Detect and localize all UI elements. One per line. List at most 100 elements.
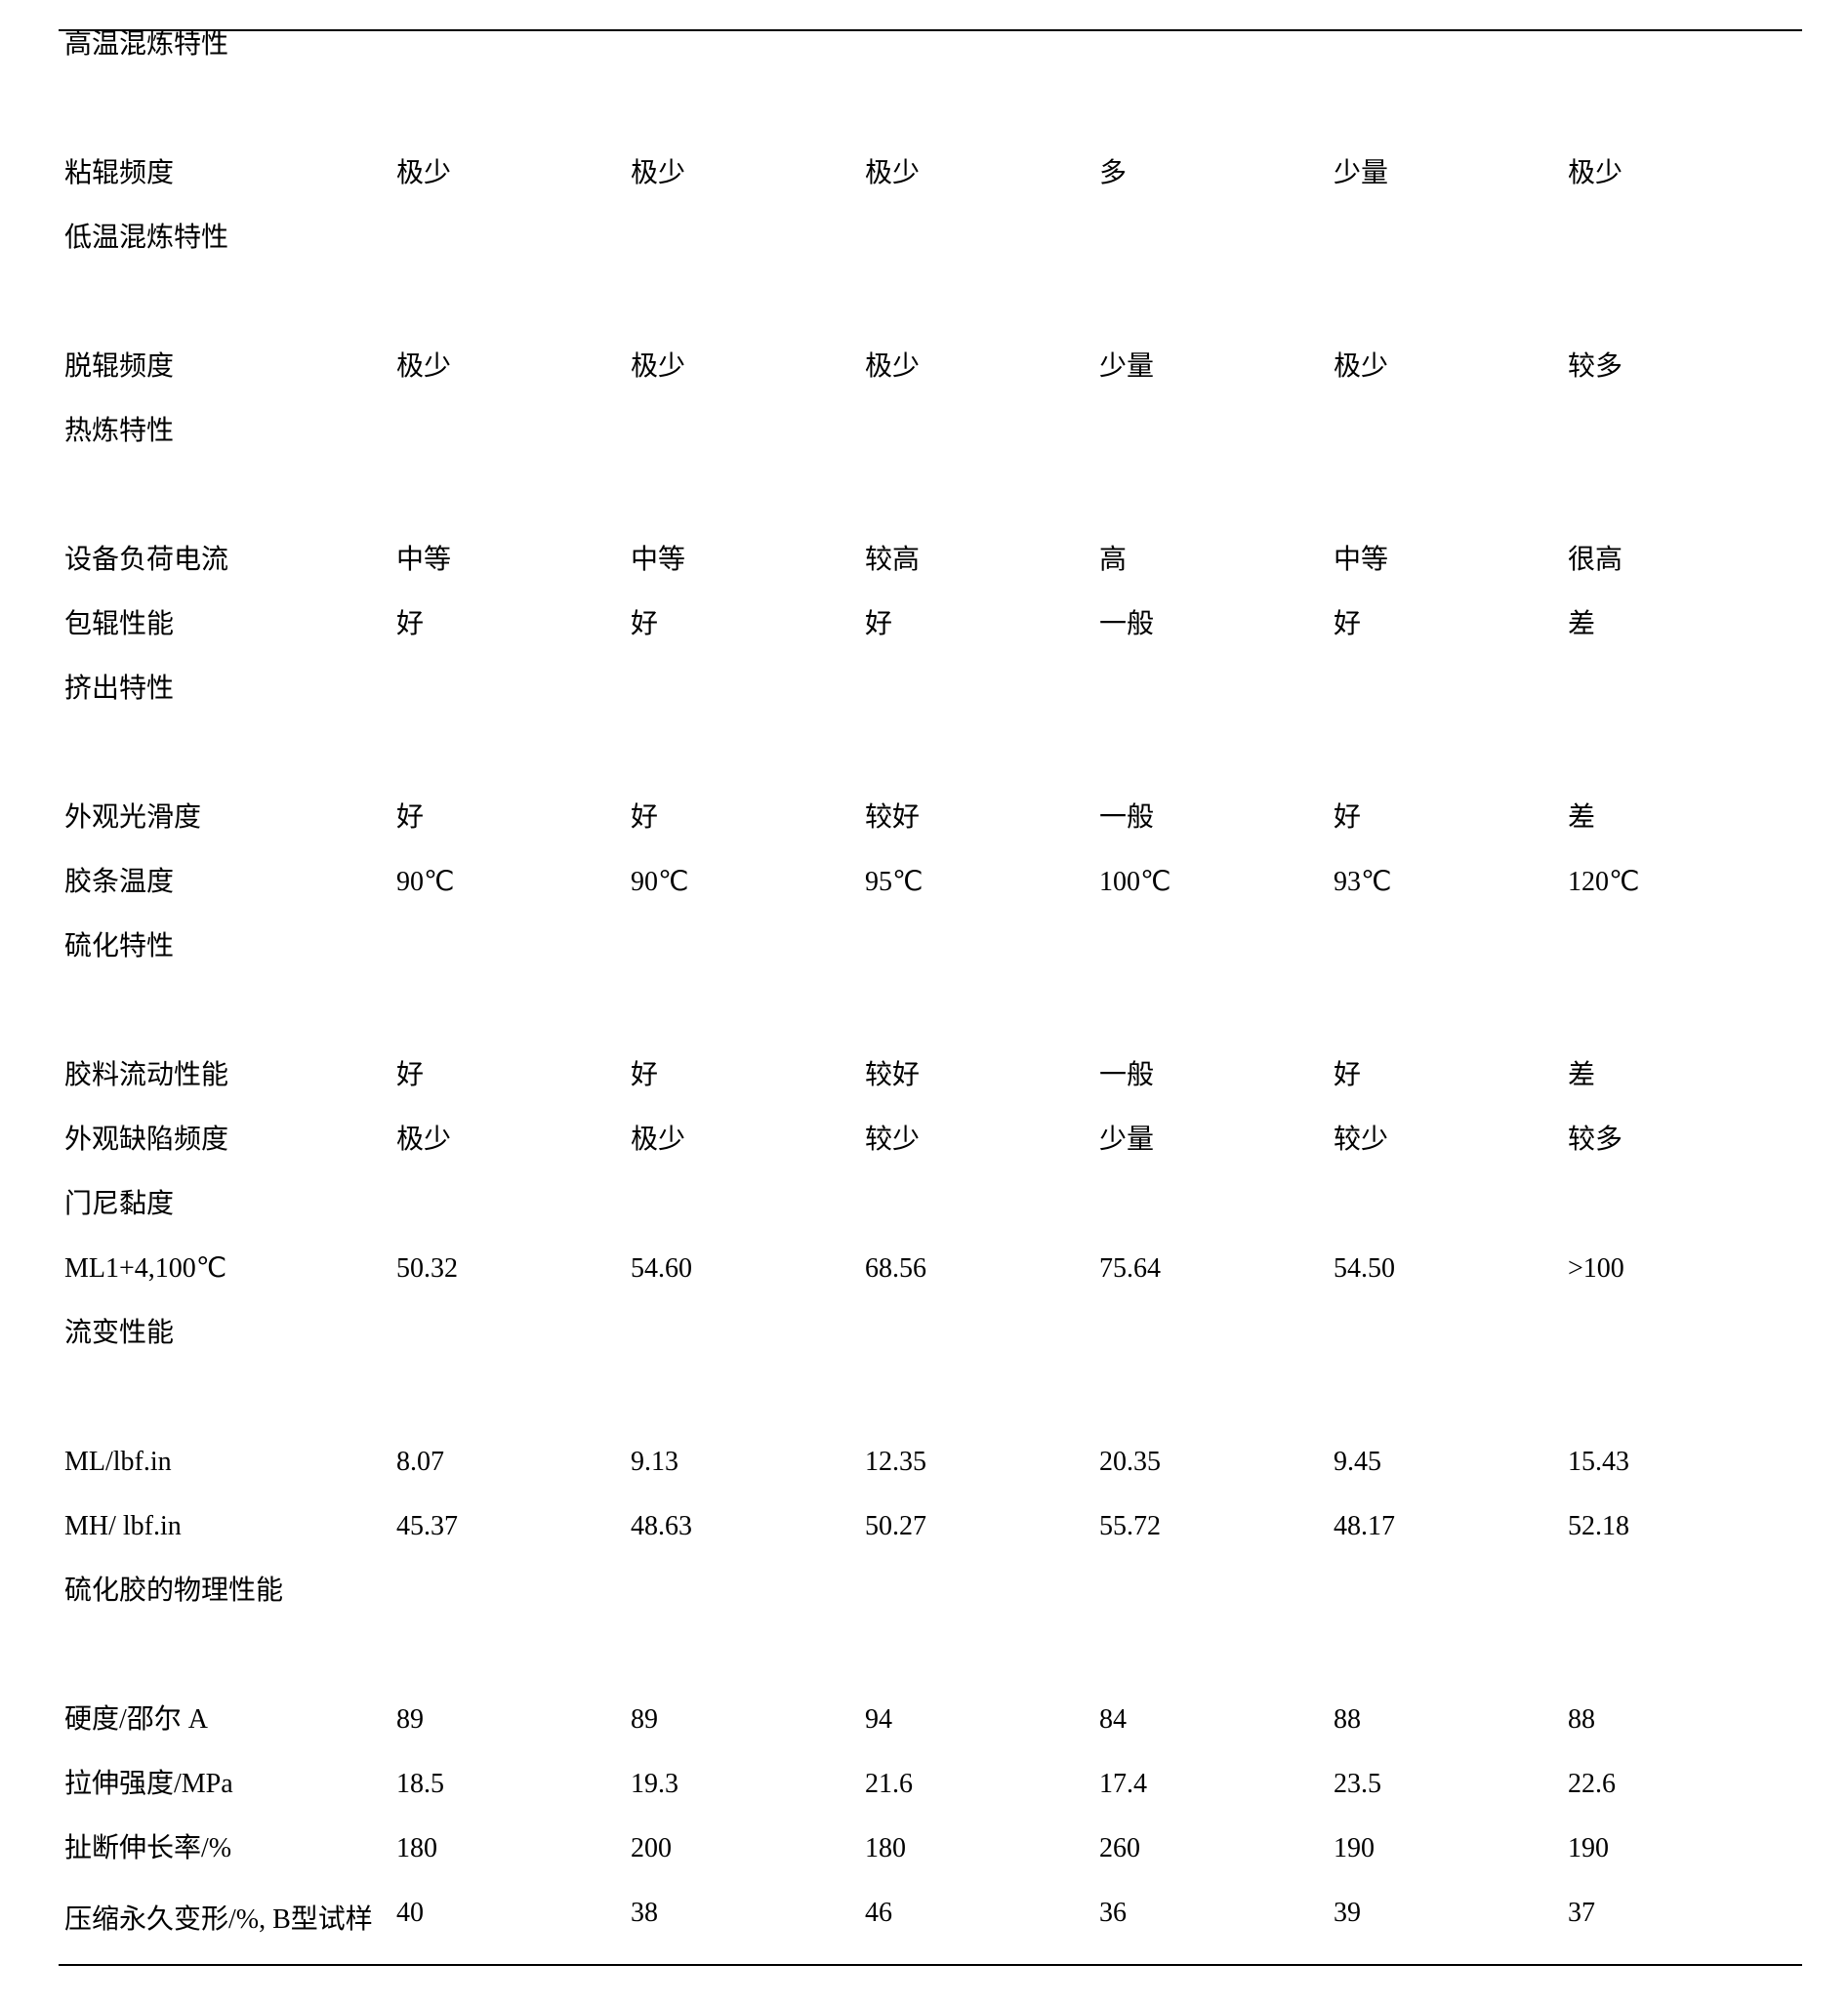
cell: 好 xyxy=(396,1062,631,1126)
cell: 一般 xyxy=(1099,611,1334,675)
cell: 少量 xyxy=(1334,160,1568,225)
cell: 180 xyxy=(396,1835,631,1900)
cell: 54.50 xyxy=(1334,1255,1568,1320)
cell: 18.5 xyxy=(396,1771,631,1835)
cell: 55.72 xyxy=(1099,1513,1334,1577)
cell: 39 xyxy=(1334,1900,1568,1965)
cell: 15.43 xyxy=(1568,1449,1802,1513)
cell: 一般 xyxy=(1099,804,1334,869)
cell: 好 xyxy=(1334,804,1568,869)
cell: 19.3 xyxy=(631,1771,865,1835)
cell: 17.4 xyxy=(1099,1771,1334,1835)
cell: 75.64 xyxy=(1099,1255,1334,1320)
row-label: 压缩永久变形/%, B型试样 xyxy=(59,1900,396,1965)
cell: 9.13 xyxy=(631,1449,865,1513)
cell: >100 xyxy=(1568,1255,1802,1320)
cell: 84 xyxy=(1099,1706,1334,1771)
row-label: ML1+4,100℃ xyxy=(59,1255,396,1320)
cell: 88 xyxy=(1334,1706,1568,1771)
row-label: 外观光滑度 xyxy=(59,804,396,869)
section-header: 硫化特性 xyxy=(59,933,396,998)
cell: 89 xyxy=(631,1706,865,1771)
section-header: 高温混炼特性 xyxy=(59,30,396,96)
cell: 48.17 xyxy=(1334,1513,1568,1577)
cell: 40 xyxy=(396,1900,631,1965)
cell: 好 xyxy=(396,804,631,869)
cell: 45.37 xyxy=(396,1513,631,1577)
cell: 较好 xyxy=(865,1062,1099,1126)
cell: 9.45 xyxy=(1334,1449,1568,1513)
cell: 较多 xyxy=(1568,1126,1802,1191)
cell: 23.5 xyxy=(1334,1771,1568,1835)
cell: 12.35 xyxy=(865,1449,1099,1513)
row-label: 外观缺陷频度 xyxy=(59,1126,396,1191)
cell: 260 xyxy=(1099,1835,1334,1900)
cell: 90℃ xyxy=(631,869,865,933)
cell: 差 xyxy=(1568,611,1802,675)
row-label: 硬度/邵尔 A xyxy=(59,1706,396,1771)
page: 高温混炼特性 粘辊频度 极少 极少 极少 多 少量 极少 低温混炼特性 脱 xyxy=(0,0,1848,2005)
row-label: 包辊性能 xyxy=(59,611,396,675)
cell: 好 xyxy=(1334,1062,1568,1126)
cell: 一般 xyxy=(1099,1062,1334,1126)
cell: 54.60 xyxy=(631,1255,865,1320)
cell: 94 xyxy=(865,1706,1099,1771)
row-label: MH/ lbf.in xyxy=(59,1513,396,1577)
cell: 极少 xyxy=(1568,160,1802,225)
cell: 8.07 xyxy=(396,1449,631,1513)
cell: 较高 xyxy=(865,547,1099,611)
cell: 95℃ xyxy=(865,869,1099,933)
cell: 极少 xyxy=(1334,353,1568,418)
cell: 180 xyxy=(865,1835,1099,1900)
cell: 差 xyxy=(1568,1062,1802,1126)
cell: 中等 xyxy=(396,547,631,611)
section-header: 低温混炼特性 xyxy=(59,225,396,289)
section-header: 硫化胶的物理性能 xyxy=(59,1577,396,1642)
cell: 46 xyxy=(865,1900,1099,1965)
cell: 高 xyxy=(1099,547,1334,611)
section-header: 流变性能 xyxy=(59,1320,396,1384)
row-label: 设备负荷电流 xyxy=(59,547,396,611)
cell: 很高 xyxy=(1568,547,1802,611)
cell: 93℃ xyxy=(1334,869,1568,933)
cell: 极少 xyxy=(865,160,1099,225)
cell: 100℃ xyxy=(1099,869,1334,933)
section-header: 门尼黏度 xyxy=(59,1191,396,1255)
cell: 好 xyxy=(865,611,1099,675)
cell: 21.6 xyxy=(865,1771,1099,1835)
cell: 较少 xyxy=(1334,1126,1568,1191)
cell: 52.18 xyxy=(1568,1513,1802,1577)
row-label: 粘辊频度 xyxy=(59,160,396,225)
cell: 极少 xyxy=(396,160,631,225)
row-label: ML/lbf.in xyxy=(59,1449,396,1513)
cell: 好 xyxy=(1334,611,1568,675)
section-header: 热炼特性 xyxy=(59,418,396,482)
cell: 89 xyxy=(396,1706,631,1771)
cell: 极少 xyxy=(631,353,865,418)
cell: 多 xyxy=(1099,160,1334,225)
cell: 好 xyxy=(631,804,865,869)
cell: 好 xyxy=(396,611,631,675)
row-label: 拉伸强度/MPa xyxy=(59,1771,396,1835)
cell: 50.27 xyxy=(865,1513,1099,1577)
section-header: 挤出特性 xyxy=(59,675,396,740)
cell: 极少 xyxy=(631,160,865,225)
cell: 较多 xyxy=(1568,353,1802,418)
cell: 较好 xyxy=(865,804,1099,869)
cell: 极少 xyxy=(396,1126,631,1191)
cell: 好 xyxy=(631,1062,865,1126)
cell: 120℃ xyxy=(1568,869,1802,933)
cell: 差 xyxy=(1568,804,1802,869)
cell: 20.35 xyxy=(1099,1449,1334,1513)
cell: 68.56 xyxy=(865,1255,1099,1320)
row-label: 胶条温度 xyxy=(59,869,396,933)
cell: 36 xyxy=(1099,1900,1334,1965)
cell: 200 xyxy=(631,1835,865,1900)
cell: 极少 xyxy=(396,353,631,418)
cell: 190 xyxy=(1568,1835,1802,1900)
cell: 少量 xyxy=(1099,1126,1334,1191)
cell: 好 xyxy=(631,611,865,675)
cell: 88 xyxy=(1568,1706,1802,1771)
cell: 90℃ xyxy=(396,869,631,933)
cell: 190 xyxy=(1334,1835,1568,1900)
